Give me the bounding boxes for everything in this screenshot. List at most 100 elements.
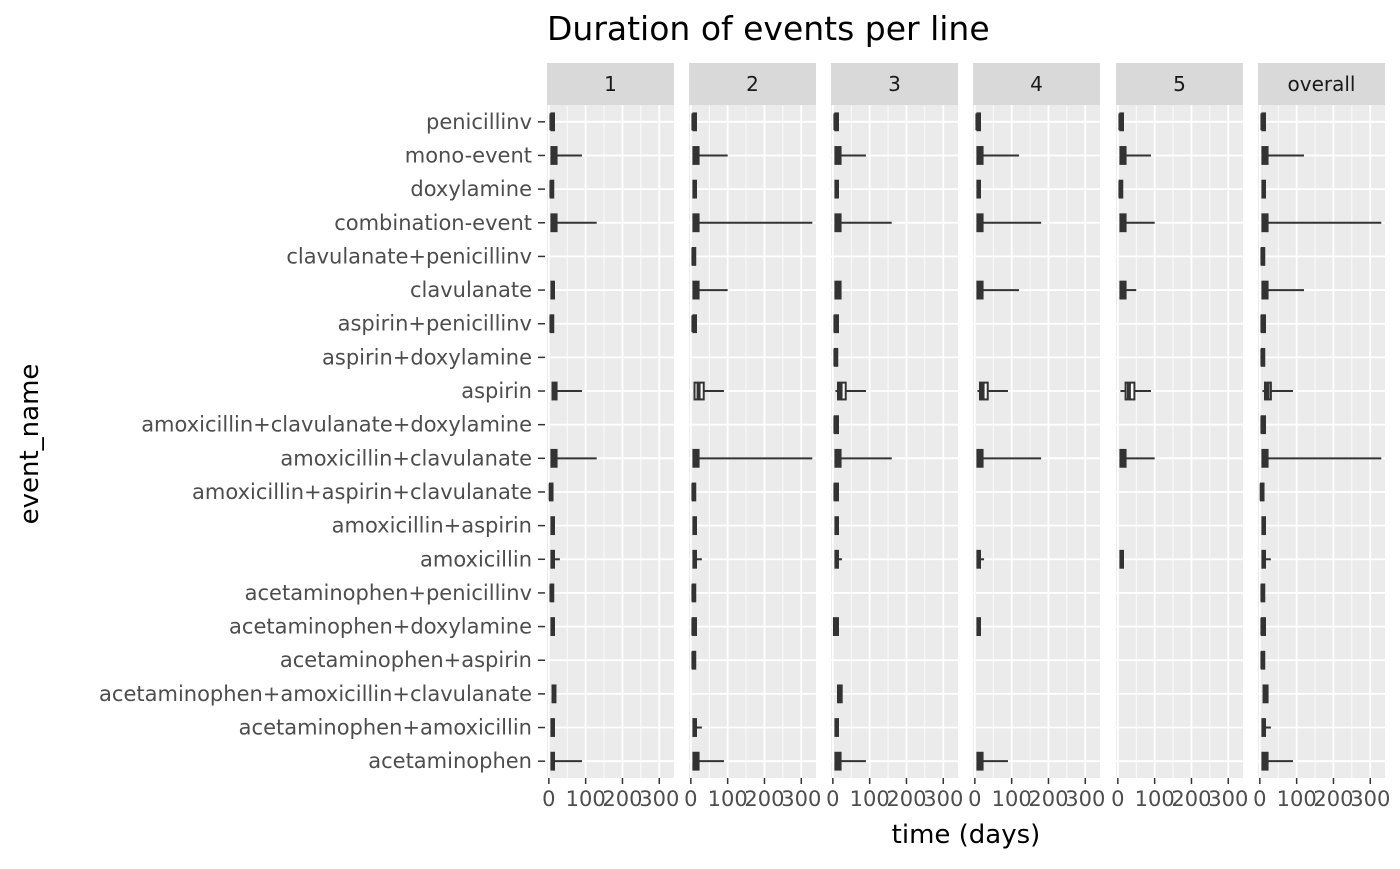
box-penicillinv [691,112,697,132]
x-tick-label: 300 [1208,787,1248,811]
box-acetaminophen [834,751,866,771]
y-tick-label: amoxicillin+aspirin [332,514,532,538]
facet-strip-label: 3 [888,72,901,96]
box-amoxicillin+clavulanate [550,448,597,468]
box-penicillinv [1260,112,1266,132]
box-aspirin [1120,381,1151,401]
box-combination-event [976,213,1042,233]
x-tick-label: 100 [708,787,748,811]
box-aspirin+penicillinv [549,314,555,334]
box-amoxicillin+clavulanate [692,448,813,468]
y-tick-label: acetaminophen+amoxicillin [239,716,532,740]
box-amoxicillin+aspirin+clavulanate [833,482,839,502]
box-acetaminophen+aspirin [691,650,697,670]
x-tick-label: 300 [1350,787,1390,811]
x-tick-label: 200 [1028,787,1068,811]
box-doxylamine [834,179,839,199]
facet-strip [689,63,816,105]
y-tick-label: amoxicillin+clavulanate [280,446,532,470]
box-acetaminophen [550,751,582,771]
box-aspirin [835,381,866,401]
y-tick-label: acetaminophen+doxylamine [229,615,532,639]
box-doxylamine [692,179,697,199]
box-amoxicillin+clavulanate+doxylamine [1260,415,1266,435]
box-penicillinv [833,112,839,132]
box-amoxicillin+clavulanate+doxylamine [833,415,839,435]
box-mono-event [1261,146,1305,165]
box-amoxicillin [834,549,843,569]
facet-strip [831,63,958,105]
box-amoxicillin+aspirin+clavulanate [548,482,554,502]
box-acetaminophen [1261,751,1293,771]
box-amoxicillin [1119,549,1124,569]
y-tick-label: mono-event [405,143,532,167]
box-amoxicillin+clavulanate [1119,448,1155,468]
box-clavulanate [976,280,1020,300]
y-tick-label: aspirin+penicillinv [338,312,532,336]
x-tick-label: 200 [1171,787,1211,811]
box-amoxicillin+aspirin+clavulanate [1259,482,1265,502]
box-clavulanate [550,280,555,300]
x-tick-label: 100 [1135,787,1175,811]
y-tick-label: acetaminophen+amoxicillin+clavulanate [99,682,532,706]
y-tick-label: amoxicillin+aspirin+clavulanate [192,480,532,504]
box-doxylamine [1261,179,1266,199]
box-clavulanate [1119,280,1137,300]
box-mono-event [550,146,582,165]
x-tick-label: 0 [968,787,981,811]
box-aspirin [551,381,582,401]
y-tick-label: clavulanate+penicillinv [286,244,532,268]
box-amoxicillin+aspirin [834,516,839,536]
box-acetaminophen+doxylamine [691,617,697,636]
box-amoxicillin [692,549,702,569]
box-clavulanate+penicillinv [691,247,697,266]
facet-strip-label: 1 [604,72,617,96]
panel-background [831,105,958,778]
x-axis-title: time (days) [892,820,1041,850]
box-clavulanate [1261,280,1305,300]
box-combination-event [1261,213,1382,233]
box-amoxicillin+aspirin [550,516,555,536]
facet-strip-label: overall [1288,72,1356,96]
box-aspirin [693,381,724,401]
y-tick-label: amoxicillin [420,547,532,571]
box-acetaminophen [692,751,724,771]
box-acetaminophen+penicillinv [549,583,555,603]
y-tick-label: combination-event [334,211,532,235]
box-aspirin [977,381,1008,401]
box-doxylamine [976,179,981,199]
box-acetaminophen+penicillinv [691,583,697,603]
box-acetaminophen+amoxicillin [692,718,702,737]
panel-background [973,105,1100,778]
y-tick-label: penicillinv [426,110,532,134]
x-tick-label: 200 [744,787,784,811]
box-acetaminophen+amoxicillin+clavulanate [836,684,843,704]
box-aspirin+penicillinv [833,314,839,334]
facet-strip [973,63,1100,105]
box-acetaminophen+amoxicillin+clavulanate [1262,684,1269,704]
box-clavulanate+penicillinv [1260,247,1266,266]
box-amoxicillin+clavulanate [976,448,1042,468]
box-aspirin+penicillinv [691,314,697,334]
x-tick-label: 100 [1277,787,1317,811]
box-aspirin+doxylamine [833,347,839,367]
box-penicillinv [549,112,555,132]
box-combination-event [550,213,597,233]
box-clavulanate [692,280,728,300]
box-amoxicillin+clavulanate [834,448,892,468]
y-tick-label: clavulanate [410,278,532,302]
x-tick-label: 300 [1065,787,1105,811]
box-mono-event [1119,146,1151,165]
y-tick-label: doxylamine [410,177,532,201]
y-axis-labels: penicillinv mono-event doxylamine combinati… [99,110,545,773]
box-acetaminophen+amoxicillin [550,718,555,737]
box-acetaminophen+doxylamine [550,617,555,636]
panel-background [1116,105,1243,778]
x-tick-label: 0 [1253,787,1266,811]
y-tick-label: acetaminophen [368,749,532,773]
